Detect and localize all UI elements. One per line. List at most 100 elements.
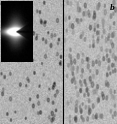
Circle shape: [99, 114, 101, 118]
Circle shape: [53, 83, 55, 87]
Circle shape: [98, 61, 101, 66]
Circle shape: [110, 72, 111, 75]
Circle shape: [36, 34, 38, 37]
Circle shape: [96, 60, 97, 64]
Circle shape: [92, 74, 94, 79]
Circle shape: [76, 18, 77, 22]
Circle shape: [84, 79, 86, 84]
Circle shape: [98, 96, 100, 100]
Circle shape: [36, 37, 37, 40]
Circle shape: [76, 100, 78, 105]
Circle shape: [108, 58, 110, 63]
Circle shape: [66, 74, 68, 78]
Circle shape: [85, 11, 87, 16]
Circle shape: [102, 35, 103, 38]
Circle shape: [45, 21, 46, 23]
Circle shape: [93, 40, 95, 44]
Circle shape: [110, 14, 112, 19]
Circle shape: [44, 54, 47, 59]
Circle shape: [74, 117, 76, 120]
Circle shape: [95, 89, 97, 94]
Circle shape: [77, 2, 79, 6]
Circle shape: [112, 115, 114, 119]
Circle shape: [104, 4, 106, 7]
Circle shape: [39, 11, 41, 14]
Circle shape: [26, 85, 27, 87]
Circle shape: [81, 59, 84, 64]
Circle shape: [112, 43, 114, 48]
Circle shape: [113, 0, 115, 5]
Circle shape: [114, 69, 116, 73]
Circle shape: [54, 82, 55, 84]
Circle shape: [32, 104, 34, 108]
Circle shape: [93, 44, 94, 48]
Circle shape: [71, 79, 73, 83]
Circle shape: [92, 104, 94, 108]
Circle shape: [2, 88, 4, 91]
Circle shape: [75, 104, 77, 110]
Circle shape: [81, 84, 82, 88]
Circle shape: [77, 70, 78, 73]
Circle shape: [90, 80, 92, 84]
Circle shape: [114, 104, 116, 108]
Circle shape: [55, 109, 57, 112]
Circle shape: [51, 118, 53, 122]
Circle shape: [93, 35, 94, 38]
Circle shape: [54, 34, 56, 37]
Circle shape: [101, 47, 102, 51]
Circle shape: [15, 111, 16, 113]
Circle shape: [89, 109, 91, 113]
Circle shape: [72, 30, 74, 35]
Circle shape: [92, 114, 94, 119]
Circle shape: [114, 111, 116, 116]
Circle shape: [94, 28, 95, 31]
Circle shape: [80, 81, 82, 86]
Circle shape: [27, 77, 28, 80]
Circle shape: [77, 7, 80, 12]
Circle shape: [80, 89, 82, 93]
Circle shape: [12, 30, 14, 33]
Circle shape: [87, 62, 89, 67]
Circle shape: [70, 62, 72, 67]
Circle shape: [75, 86, 77, 89]
Circle shape: [105, 38, 107, 42]
Circle shape: [86, 87, 88, 92]
Circle shape: [1, 73, 2, 75]
Circle shape: [82, 53, 84, 56]
Circle shape: [94, 23, 96, 27]
Circle shape: [91, 82, 94, 87]
Circle shape: [96, 31, 98, 35]
Circle shape: [113, 64, 115, 67]
Circle shape: [18, 23, 20, 27]
Circle shape: [56, 90, 58, 94]
Circle shape: [14, 46, 15, 48]
Circle shape: [77, 66, 78, 70]
Circle shape: [96, 70, 98, 75]
Circle shape: [90, 70, 91, 73]
Circle shape: [1, 2, 2, 5]
Circle shape: [52, 86, 54, 89]
Circle shape: [82, 118, 84, 122]
Circle shape: [110, 40, 112, 44]
Circle shape: [36, 10, 38, 13]
Circle shape: [18, 42, 19, 45]
Circle shape: [97, 39, 99, 43]
Circle shape: [44, 22, 46, 27]
Circle shape: [48, 32, 49, 34]
Circle shape: [67, 102, 69, 106]
Circle shape: [79, 106, 81, 109]
Circle shape: [114, 7, 117, 12]
Circle shape: [80, 109, 82, 112]
Circle shape: [82, 103, 83, 106]
Circle shape: [51, 111, 53, 116]
Circle shape: [88, 108, 90, 111]
Circle shape: [88, 110, 90, 115]
Circle shape: [79, 80, 81, 83]
Circle shape: [93, 16, 95, 20]
Circle shape: [88, 99, 90, 103]
Circle shape: [72, 72, 74, 76]
Circle shape: [68, 54, 70, 58]
Circle shape: [60, 63, 61, 66]
Circle shape: [74, 59, 76, 64]
Circle shape: [82, 69, 83, 73]
